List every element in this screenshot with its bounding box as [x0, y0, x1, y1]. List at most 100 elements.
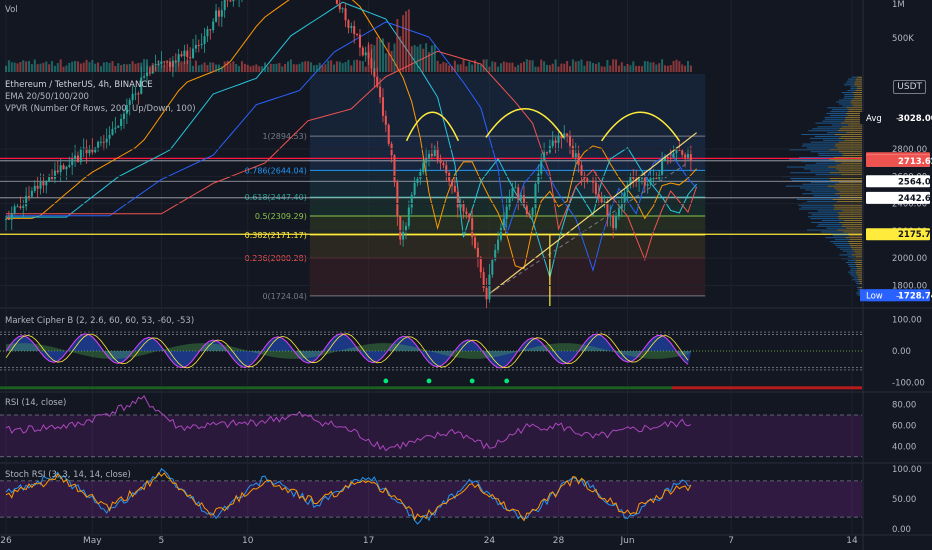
volume-bar: [586, 61, 589, 72]
vpvr-bar-up: [856, 286, 860, 288]
candle-body: [499, 227, 502, 240]
vpvr-bar-up: [806, 200, 838, 202]
candle-body: [422, 162, 425, 173]
vpvr-bar-up: [830, 111, 848, 113]
candle-body: [335, 0, 338, 4]
candle: [4, 215, 8, 231]
candle: [59, 158, 62, 183]
vpvr-bar-down: [857, 279, 862, 281]
vpvr-bar-up: [851, 275, 858, 277]
market-cipher-legend[interactable]: Market Cipher B (2, 2.6, 60, 60, 53, -60…: [5, 316, 195, 326]
volume-bar: [85, 59, 88, 72]
vpvr-bar-down: [840, 135, 862, 137]
vpvr-bar-up: [832, 242, 849, 244]
volume-bar: [520, 63, 523, 72]
candle-body: [350, 26, 353, 28]
volume-bar: [4, 65, 8, 72]
vpvr-bar-down: [834, 187, 862, 189]
volume-bar: [318, 62, 321, 72]
candle-body: [203, 36, 206, 44]
price-tag-prefix: Avg: [866, 114, 882, 124]
vpvr-bar-up: [845, 82, 855, 84]
volume-bar: [632, 61, 635, 72]
vpvr-bar-down: [844, 139, 862, 141]
volume-bar: [252, 65, 255, 72]
vpvr-bar-up: [845, 262, 855, 264]
vpvr-bar-down: [841, 122, 862, 124]
candle: [114, 116, 117, 134]
candle: [353, 20, 356, 44]
candle: [22, 199, 25, 217]
candle-body: [338, 3, 341, 10]
volume-bar: [597, 62, 600, 72]
candle: [88, 145, 91, 157]
fib-level-label: 0.382(2171.17): [245, 231, 307, 240]
candle-body: [617, 208, 620, 216]
candle: [407, 200, 410, 230]
volume-bar: [269, 63, 272, 72]
candle: [514, 181, 517, 189]
candle: [491, 259, 494, 278]
volume-bar: [289, 59, 292, 72]
volume-bar: [105, 62, 108, 72]
candle-body: [131, 93, 134, 101]
volume-bar: [71, 61, 74, 72]
candle: [74, 144, 77, 168]
candle-body: [525, 205, 528, 215]
vpvr-bar-down: [856, 267, 862, 269]
volume-bar: [25, 61, 28, 72]
vpvr-bar-down: [847, 241, 862, 243]
rsi-legend[interactable]: RSI (14, close): [5, 398, 67, 408]
candle-body: [462, 203, 465, 212]
currency-badge[interactable]: USDT: [893, 80, 926, 94]
symbol-legend[interactable]: Ethereum / TetherUS, 4h, BINANCE: [5, 80, 153, 90]
volume-bar: [151, 63, 154, 72]
vpvr-bar-down: [841, 225, 862, 227]
vpvr-bar-up: [842, 105, 854, 107]
candle-body: [476, 247, 479, 258]
volume-bar: [160, 65, 163, 72]
candle: [393, 154, 396, 187]
vpvr-bar-down: [835, 193, 862, 195]
volume-bar: [465, 66, 468, 72]
volume-bar: [617, 65, 620, 72]
vpvr-bar-up: [842, 250, 854, 252]
vpvr-bar-down: [841, 126, 862, 128]
candle-body: [125, 105, 128, 114]
ema-legend[interactable]: EMA 20/50/100/200: [5, 92, 89, 102]
vpvr-bar-up: [806, 147, 838, 149]
vpvr-bar-down: [834, 134, 862, 136]
candle: [160, 51, 163, 68]
candle-body: [684, 154, 687, 158]
vpvr-bar-up: [847, 256, 856, 258]
vpvr-bar-down: [841, 174, 862, 176]
volume-bar: [134, 63, 137, 72]
candle: [413, 175, 416, 197]
volume-bar: [419, 44, 422, 72]
volume-bar: [284, 63, 287, 72]
stoch-rsi-legend[interactable]: Stoch RSI (3, 3, 14, 14, close): [5, 470, 131, 480]
candle: [10, 206, 13, 231]
vpvr-bar-down: [844, 120, 862, 122]
ema-20-line: [6, 0, 697, 270]
volume-bar: [551, 63, 554, 72]
candle-body: [163, 61, 166, 63]
candle: [646, 180, 649, 194]
vpvr-legend[interactable]: VPVR (Number Of Rows, 200, Up/Down, 100): [5, 104, 196, 114]
volume-bar: [594, 63, 597, 72]
candle: [399, 215, 402, 245]
candle-body: [514, 187, 517, 189]
candle: [597, 184, 600, 206]
vpvr-bar-down: [856, 265, 862, 267]
candle-body: [646, 184, 649, 186]
candle: [488, 263, 491, 303]
vpvr-bar-down: [839, 214, 862, 216]
price-tick-label: 2800.00: [892, 145, 927, 155]
vpvr-bar-up: [799, 187, 835, 189]
mcb-bottom-bar: [672, 386, 862, 390]
volume-bar: [663, 65, 666, 72]
time-tick-label: 24: [484, 536, 496, 546]
mcb-tick-label: -100.00: [892, 379, 925, 389]
candle-body: [534, 183, 537, 209]
